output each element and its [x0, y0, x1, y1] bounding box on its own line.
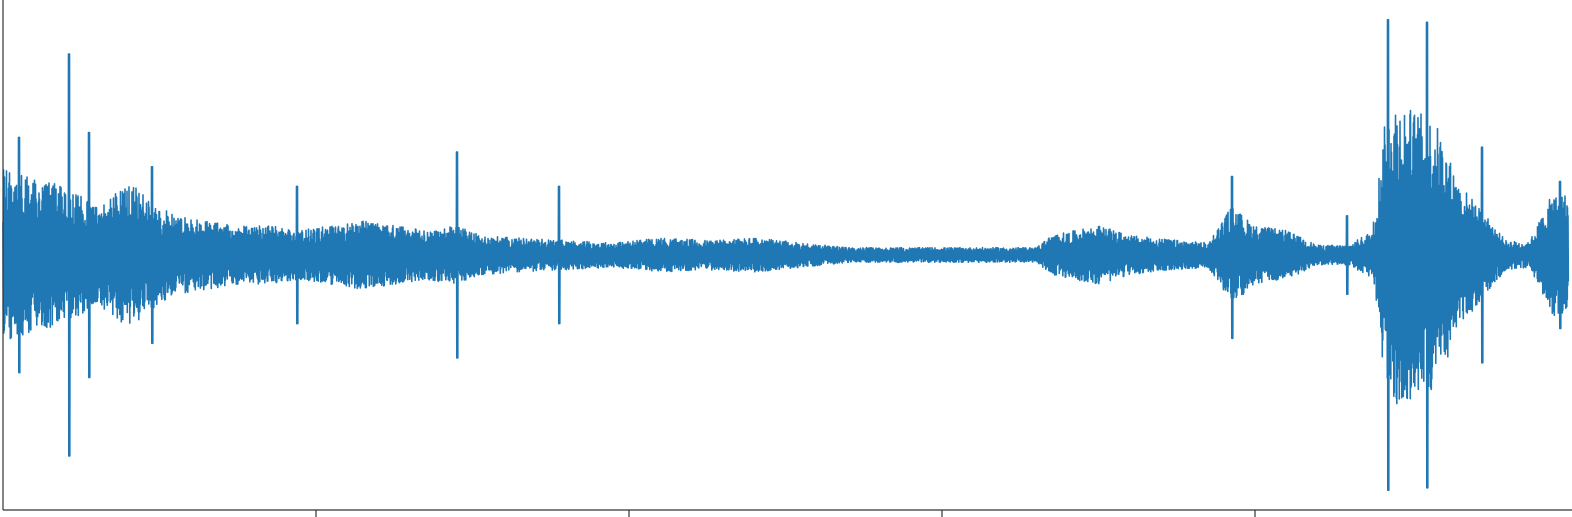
- x-axis-ticks: [315, 510, 1256, 517]
- waveform-series-line: [2, 19, 1570, 491]
- plot-area: [2, 19, 1570, 491]
